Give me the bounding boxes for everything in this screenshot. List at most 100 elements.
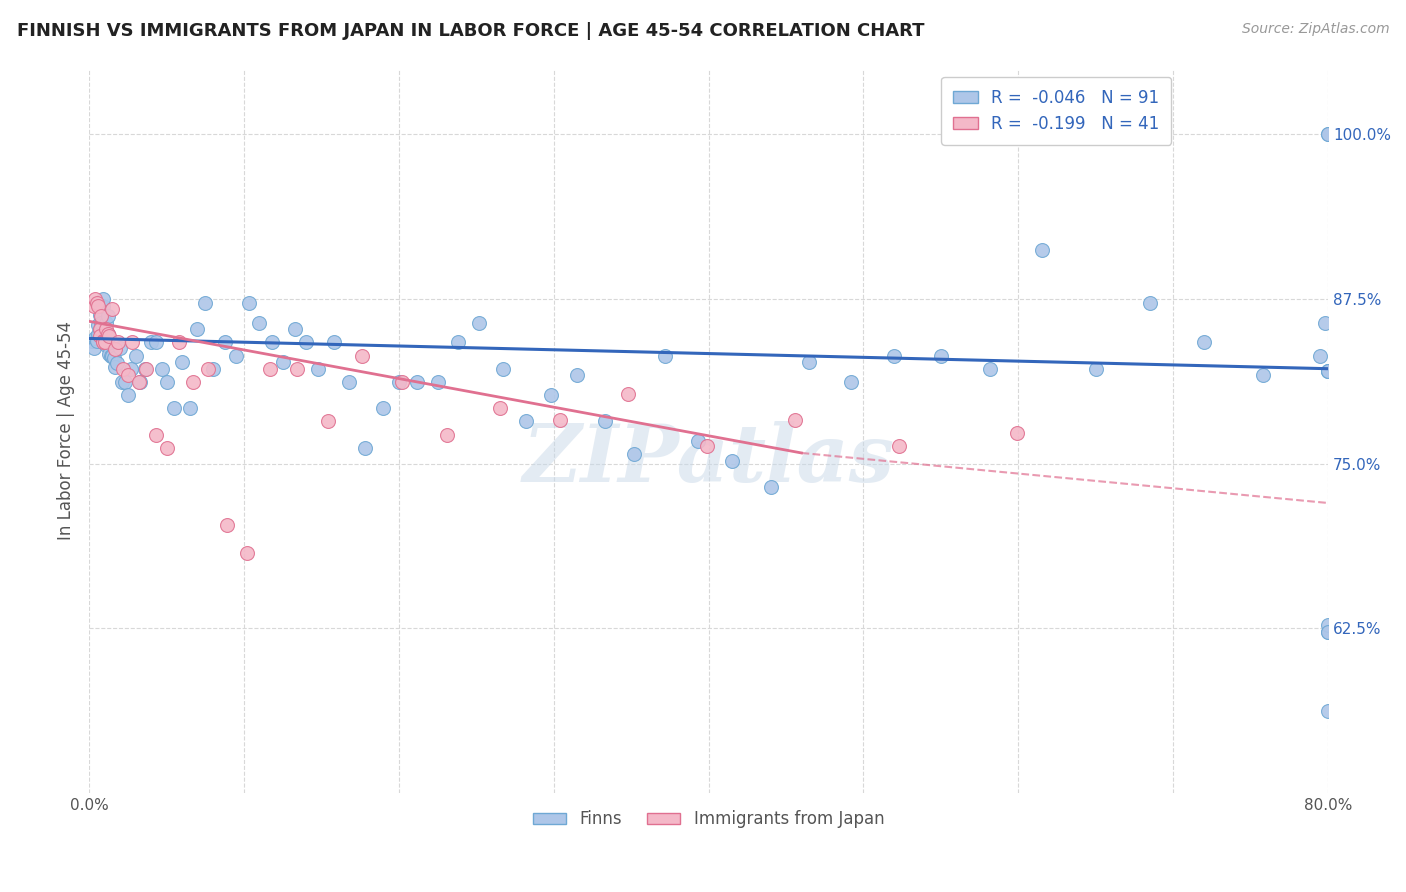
Point — [89, 322, 111, 336]
Point — [104, 360, 127, 375]
Point — [170, 355, 193, 369]
Point — [129, 375, 152, 389]
Point — [91, 292, 114, 306]
Point — [759, 480, 782, 494]
Point — [86, 334, 108, 348]
Point — [1139, 296, 1161, 310]
Point — [179, 401, 201, 416]
Point — [316, 414, 339, 428]
Point — [91, 335, 114, 350]
Point — [284, 322, 307, 336]
Point — [696, 439, 718, 453]
Point — [654, 349, 676, 363]
Point — [260, 335, 283, 350]
Point — [82, 334, 104, 348]
Point — [1317, 704, 1340, 718]
Point — [89, 328, 111, 343]
Point — [929, 349, 952, 363]
Point — [686, 434, 709, 449]
Point — [259, 361, 281, 376]
Point — [350, 349, 373, 363]
Point — [98, 347, 121, 361]
Point — [145, 427, 167, 442]
Point — [128, 375, 150, 389]
Point — [155, 375, 177, 389]
Point — [110, 375, 132, 389]
Point — [271, 355, 294, 369]
Point — [515, 414, 537, 428]
Point — [87, 318, 110, 333]
Point — [93, 335, 115, 350]
Point — [799, 355, 821, 369]
Point — [90, 316, 112, 330]
Point — [91, 334, 114, 348]
Point — [593, 414, 616, 428]
Point — [1317, 625, 1340, 640]
Point — [86, 296, 108, 310]
Point — [134, 361, 156, 376]
Point — [97, 327, 120, 342]
Point — [101, 349, 124, 363]
Point — [108, 341, 131, 355]
Point — [117, 368, 139, 383]
Point — [540, 388, 562, 402]
Point — [548, 413, 571, 427]
Point — [285, 361, 308, 376]
Point — [194, 296, 217, 310]
Point — [107, 335, 129, 350]
Point — [139, 335, 162, 350]
Point — [295, 335, 318, 350]
Point — [93, 335, 115, 350]
Point — [87, 327, 110, 342]
Point — [91, 298, 114, 312]
Point — [84, 331, 107, 345]
Point — [105, 356, 128, 370]
Point — [84, 292, 107, 306]
Point — [391, 375, 413, 389]
Point — [249, 316, 271, 330]
Point — [1005, 426, 1028, 441]
Point — [145, 335, 167, 350]
Point — [1317, 625, 1340, 640]
Point — [1317, 618, 1340, 632]
Point — [623, 447, 645, 461]
Point — [97, 309, 120, 323]
Point — [307, 361, 329, 376]
Point — [155, 441, 177, 455]
Point — [388, 375, 411, 389]
Point — [201, 361, 224, 376]
Point — [83, 341, 105, 355]
Point — [90, 298, 112, 312]
Point — [197, 361, 219, 376]
Text: Source: ZipAtlas.com: Source: ZipAtlas.com — [1241, 22, 1389, 37]
Point — [887, 439, 910, 453]
Point — [1309, 349, 1331, 363]
Point — [1317, 128, 1340, 142]
Point — [215, 518, 238, 533]
Point — [163, 401, 186, 416]
Point — [97, 327, 120, 342]
Point — [447, 335, 470, 350]
Point — [406, 375, 429, 389]
Point — [617, 386, 640, 401]
Point — [436, 427, 458, 442]
Point — [353, 441, 375, 455]
Point — [135, 361, 157, 376]
Point — [488, 401, 510, 416]
Text: FINNISH VS IMMIGRANTS FROM JAPAN IN LABOR FORCE | AGE 45-54 CORRELATION CHART: FINNISH VS IMMIGRANTS FROM JAPAN IN LABO… — [17, 22, 924, 40]
Point — [114, 375, 136, 389]
Point — [98, 328, 121, 343]
Point — [104, 342, 127, 356]
Text: ZIPatlas: ZIPatlas — [523, 421, 894, 499]
Point — [1031, 244, 1053, 258]
Y-axis label: In Labor Force | Age 45-54: In Labor Force | Age 45-54 — [58, 321, 75, 540]
Point — [120, 361, 142, 376]
Point — [565, 368, 588, 383]
Point — [93, 325, 115, 339]
Point — [785, 413, 807, 427]
Point — [90, 309, 112, 323]
Point — [150, 361, 173, 376]
Point — [426, 375, 449, 389]
Point — [1317, 364, 1340, 378]
Point — [238, 296, 260, 310]
